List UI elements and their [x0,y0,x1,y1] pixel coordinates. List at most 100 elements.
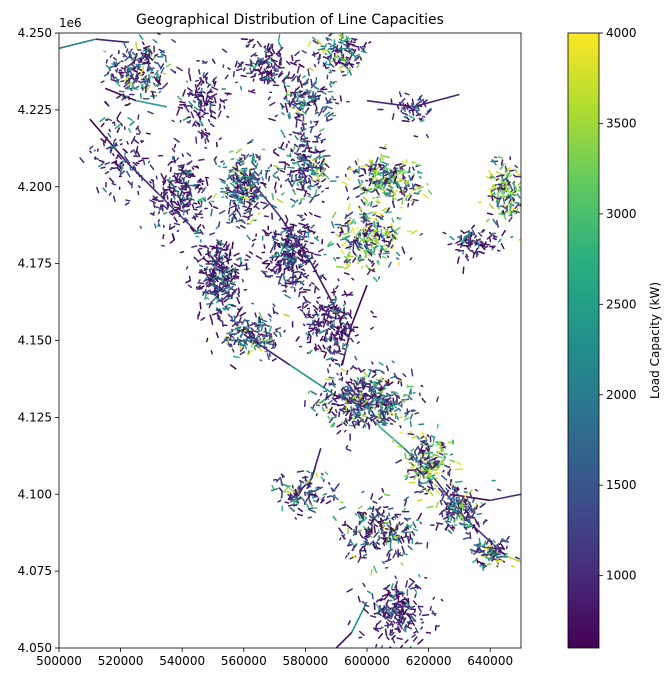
line-point [302,171,307,177]
line-point [218,277,222,281]
line-point [395,163,403,167]
line-point [284,178,290,182]
line-point [370,326,374,330]
line-point [372,505,375,513]
line-point [298,489,303,495]
line-point [137,59,142,63]
line-point [196,258,202,263]
line-point [425,447,430,453]
line-point [355,414,360,418]
line-point [252,191,257,195]
line-point [351,365,354,369]
line-point [501,538,508,543]
line-point [391,403,397,409]
line-point [377,529,380,534]
line-point [296,256,303,262]
line-point [372,405,377,411]
line-point [449,526,455,532]
line-point [282,258,286,266]
line-point [298,271,303,280]
line-point [108,192,112,196]
line-point [116,127,120,133]
line-point [330,220,335,229]
line-point [453,486,458,494]
line-point [297,154,302,161]
line-point [472,558,478,564]
line-point [280,251,285,257]
line-point [327,242,335,248]
line-point [382,155,390,159]
line-point [435,523,439,531]
line-point [218,137,222,141]
line-point [360,380,365,384]
line-point [149,199,156,204]
line-point [478,250,485,255]
line-point [152,38,158,44]
line-point [365,222,373,226]
line-point [350,39,353,44]
line-point [375,547,379,551]
line-point [283,134,286,138]
line-point [379,518,385,522]
line-point [429,460,432,465]
line-point [351,555,358,559]
line-point [471,224,476,230]
line-point [411,633,417,638]
line-point [170,183,176,189]
line-point [192,100,196,103]
line-point [382,402,386,406]
line-point [299,280,305,285]
line-point [396,627,400,633]
line-point [294,152,300,157]
line-point [360,198,366,206]
line-point [313,64,317,68]
line-point [187,87,193,92]
line-point [418,459,421,463]
line-point [345,445,349,449]
line-point [226,340,230,345]
line-point [196,80,202,88]
line-point [181,165,185,172]
line-point [349,398,354,403]
line-point [137,114,140,120]
line-point [250,52,257,58]
line-point [109,167,114,171]
line-point [496,543,500,546]
line-point [221,48,228,53]
line-point [525,187,526,193]
line-point [373,245,377,249]
line-point [339,95,343,102]
line-point [307,185,312,191]
line-point [195,79,199,82]
line-point [289,91,293,97]
line-point [193,106,199,111]
line-point [152,180,155,189]
line-point [449,494,453,497]
line-point [368,41,372,44]
line-point [383,493,391,497]
line-point [325,378,332,381]
line-point [518,238,521,241]
line-point [207,84,210,88]
line-point [181,203,186,208]
line-point [298,286,303,291]
line-point [143,79,149,83]
line-point [386,524,392,529]
line-point [179,190,183,197]
line-point [116,111,122,119]
line-point [319,164,323,168]
line-point [500,543,506,550]
line-point [317,161,321,165]
line-point [339,352,346,356]
line-point [187,284,193,289]
line-point [351,241,357,244]
line-point [290,180,294,183]
line-point [378,612,382,617]
line-point [316,182,320,186]
line-point [253,72,257,76]
line-point [303,255,307,259]
line-point [231,267,237,274]
line-point [393,538,398,541]
line-point [333,397,338,400]
line-point [331,350,336,355]
